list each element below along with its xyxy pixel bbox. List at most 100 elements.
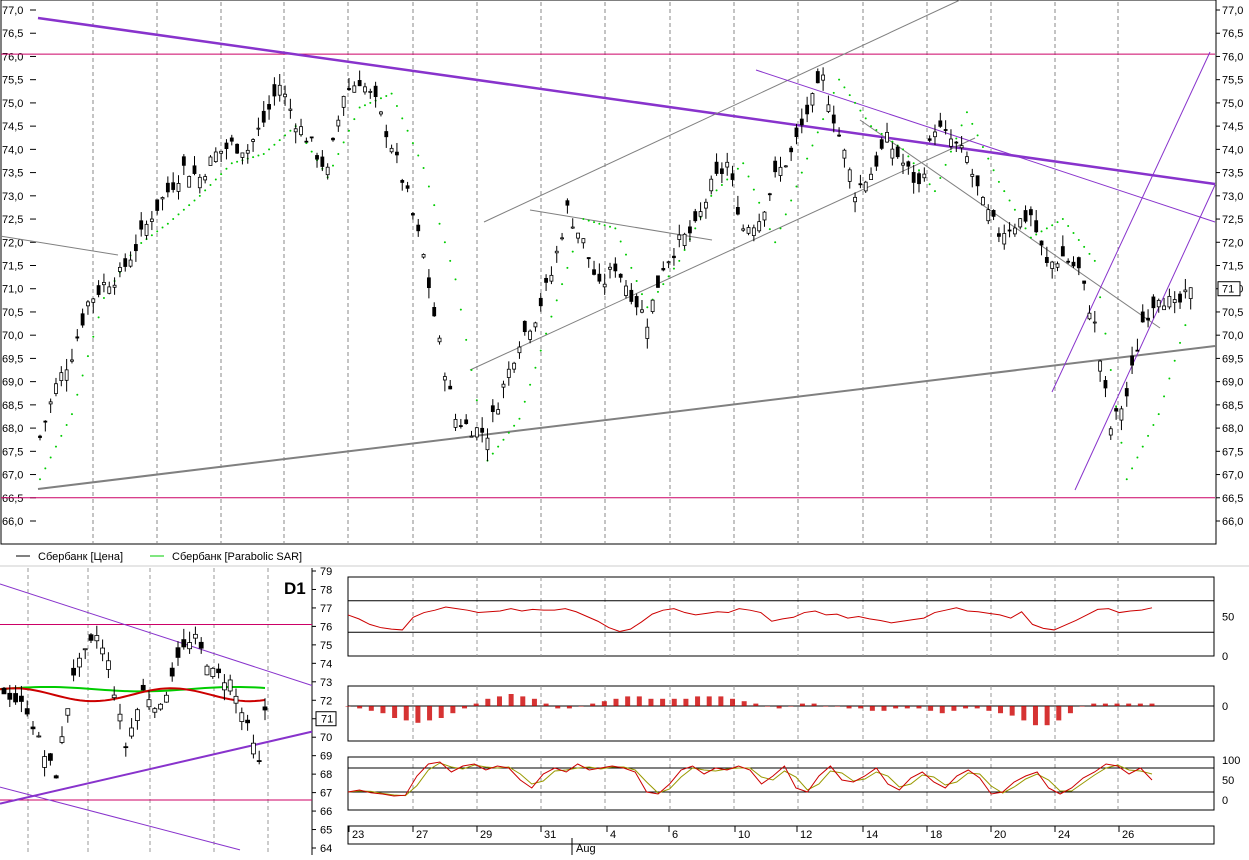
candle-body-54: [325, 166, 330, 176]
inset-candle-body-11: [65, 708, 71, 716]
candle-body-2: [48, 401, 53, 405]
inset-candle-45: [262, 698, 268, 721]
sar-dot-202: [1115, 405, 1118, 408]
sar-dot-210: [1157, 413, 1160, 416]
candle-body-38: [240, 152, 245, 158]
candle-157: [874, 151, 879, 171]
sar-dot-143: [800, 171, 803, 174]
candle-body-183: [1012, 227, 1017, 235]
macd-bar-58: [1021, 706, 1027, 721]
candle-121: [682, 232, 687, 250]
sar-dot-67: [395, 105, 398, 108]
inset-candle-37: [216, 663, 222, 679]
macd-bar-1: [357, 706, 363, 709]
trendline-left-short: [0, 235, 119, 256]
inset-candle-44: [256, 750, 262, 765]
candle-95: [544, 274, 548, 291]
sar-dot-110: [625, 253, 627, 256]
candle-214: [1178, 291, 1182, 309]
candle-body-207: [1140, 311, 1145, 323]
candle-206: [1135, 338, 1140, 352]
inset-candle-body-24: [140, 684, 146, 691]
candle-body-148: [826, 104, 831, 112]
candle-129: [725, 152, 730, 176]
y-label-right-17: 74,5: [1222, 121, 1243, 133]
sar-dot-118: [667, 275, 670, 278]
candle-body-106: [602, 283, 607, 288]
candle-body-12: [102, 282, 106, 286]
candle-body-31: [203, 176, 208, 181]
candle-body-149: [831, 114, 836, 124]
candle-body-101: [576, 232, 580, 239]
y-label-right-19: 75,5: [1222, 75, 1243, 87]
sar-dot-88: [507, 431, 510, 434]
y-label-left-13: 72,5: [2, 214, 23, 226]
inset-candle-11: [65, 708, 71, 723]
y-label-right-9: 70,5: [1222, 307, 1243, 319]
inset-candle-body-34: [198, 641, 204, 649]
candle-body-21: [149, 218, 154, 222]
sar-dot-21: [150, 234, 153, 237]
sar-dot-209: [1152, 423, 1155, 426]
inset-candle-33: [192, 626, 198, 645]
macd-bar-2: [368, 706, 374, 711]
candle-13: [107, 281, 112, 295]
inset-candle-body-44: [256, 760, 262, 762]
y-label-right-21: 76,5: [1222, 28, 1243, 40]
macd-frame: [347, 685, 1215, 742]
candle-body-8: [80, 313, 85, 326]
candle-80: [464, 414, 469, 425]
candle-211: [1162, 297, 1166, 311]
inset-candle-20: [117, 703, 123, 730]
sar-dot-27: [182, 208, 185, 211]
inset-y-label-10: 74: [320, 658, 332, 670]
main-price-axis[interactable]: 66,0 66,0 66,5 66,5 67,0 67,0 67,5 67,5 68,0 68,0…: [2, 5, 1243, 528]
y-label-left-1: 66,5: [2, 493, 23, 505]
candle-body-105: [597, 273, 602, 282]
inset-candle-body-3: [18, 695, 24, 702]
candle-body-16: [123, 258, 128, 267]
candle-body-181: [1002, 233, 1007, 245]
sar-dot-77: [449, 259, 452, 262]
candle-body-188: [1039, 240, 1044, 246]
candle-137: [767, 192, 772, 201]
macd-bar-41: [823, 706, 829, 707]
candle-body-115: [650, 299, 655, 312]
candle-body-174: [965, 156, 969, 163]
sar-dot-69: [406, 129, 409, 132]
candle-body-107: [608, 266, 612, 270]
sar-dot-112: [635, 279, 638, 282]
date-axis: 23 27 29 31 4 6 10 12 14 18 20 24 26 Aug: [347, 825, 1215, 855]
sar-dot-213: [1173, 359, 1176, 362]
y-label-left-17: 74,5: [2, 121, 23, 133]
sar-dot-176: [976, 134, 979, 137]
sar-dot-92: [529, 383, 532, 386]
candle-187: [1034, 210, 1039, 234]
candle-body-47: [288, 108, 293, 111]
candle-body-95: [544, 277, 548, 283]
candle-body-124: [698, 211, 703, 217]
candle-body-53: [320, 156, 325, 167]
candle-33: [213, 147, 218, 163]
sar-dot-24: [166, 222, 169, 225]
candle-143: [799, 108, 804, 134]
candle-99: [565, 198, 570, 214]
candle-47: [288, 98, 293, 119]
rsi-y-label-0: 0: [1222, 651, 1228, 663]
inset-candle-10: [59, 726, 65, 745]
candle-body-37: [235, 143, 240, 154]
sar-dot-126: [710, 194, 713, 197]
candle-body-102: [581, 238, 586, 244]
sar-dot-78: [454, 278, 457, 281]
candle-181: [1002, 224, 1007, 250]
sar-dot-175: [971, 122, 974, 125]
candle-body-68: [400, 180, 405, 183]
sar-dot-23: [161, 226, 164, 229]
candle-body-139: [778, 166, 783, 176]
sar-dot-168: [933, 190, 936, 193]
candle-body-204: [1124, 388, 1129, 397]
macd-bar-5: [403, 706, 409, 721]
candle-body-60: [357, 80, 362, 87]
candle-body-166: [922, 173, 927, 179]
